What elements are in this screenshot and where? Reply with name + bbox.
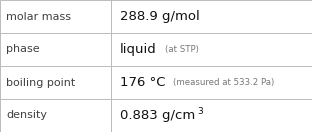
Text: phase: phase	[6, 44, 40, 55]
Text: 288.9 g/mol: 288.9 g/mol	[120, 10, 200, 23]
Text: boiling point: boiling point	[6, 77, 76, 88]
Text: liquid: liquid	[120, 43, 157, 56]
Text: density: density	[6, 110, 47, 121]
Text: (measured at 533.2 Pa): (measured at 533.2 Pa)	[173, 78, 275, 87]
Text: molar mass: molar mass	[6, 11, 71, 22]
Text: 0.883 g/cm: 0.883 g/cm	[120, 109, 195, 122]
Text: 176 °C: 176 °C	[120, 76, 166, 89]
Text: (at STP): (at STP)	[165, 45, 198, 54]
Text: 3: 3	[197, 107, 203, 116]
